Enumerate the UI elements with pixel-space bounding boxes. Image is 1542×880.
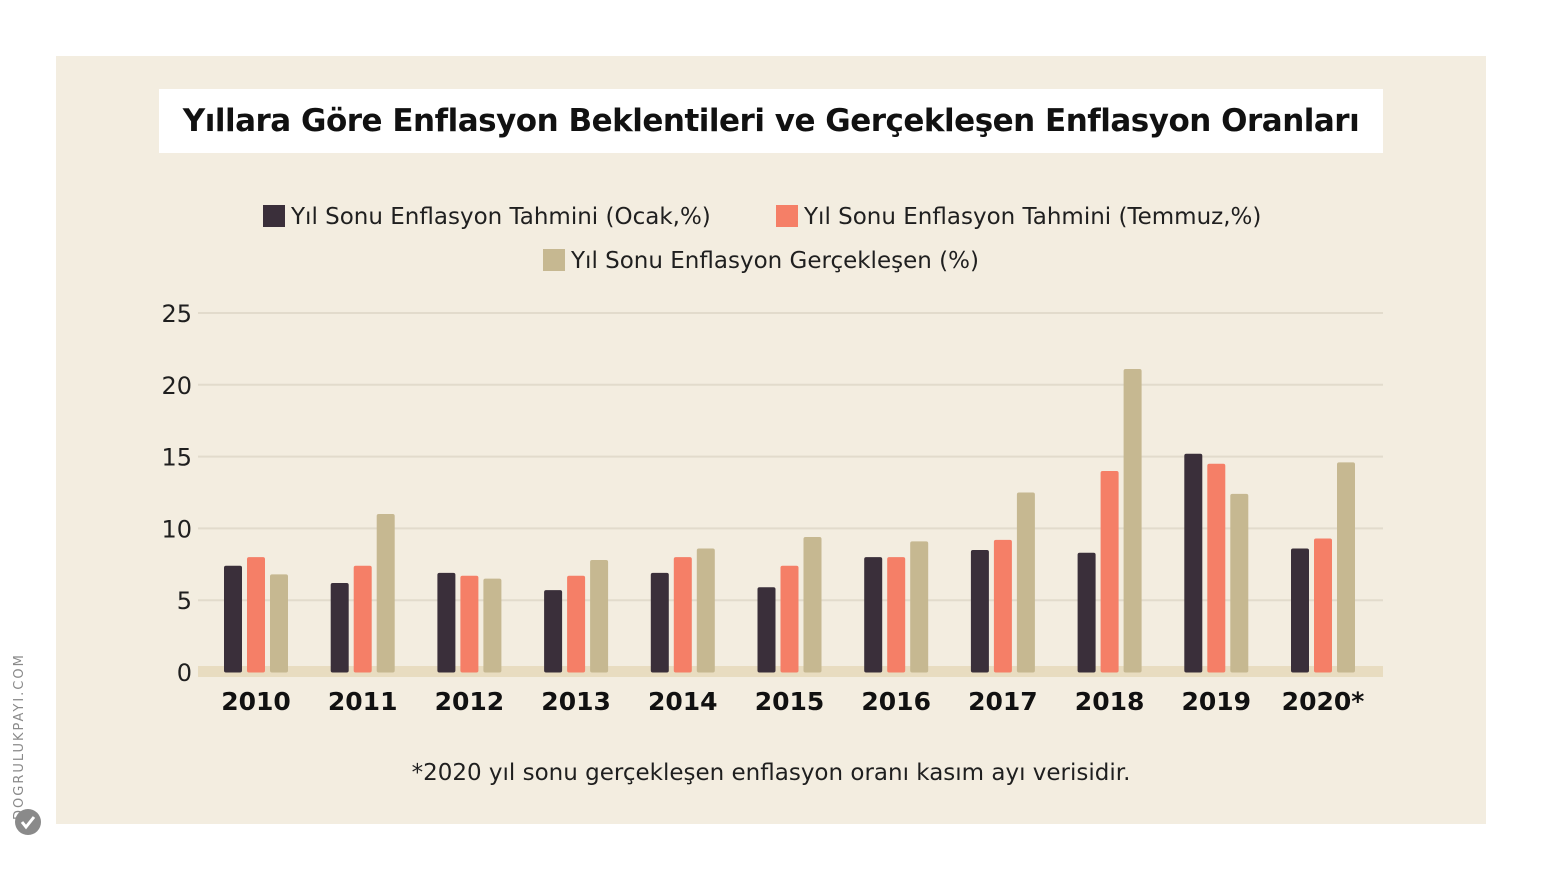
bar-2011-s2 <box>353 565 372 673</box>
legend-swatch <box>543 249 565 271</box>
legend: Yıl Sonu Enflasyon Tahmini (Ocak,%) Yıl S… <box>263 204 1261 274</box>
legend-label: Yıl Sonu Enflasyon Tahmini (Ocak,%) <box>290 204 711 230</box>
bar-2018-s3 <box>1123 369 1142 673</box>
bar-2020*-s3 <box>1337 462 1355 673</box>
bar-2015-s1 <box>757 587 776 673</box>
y-tick-label: 5 <box>177 587 192 615</box>
y-tick-label: 25 <box>161 300 192 328</box>
x-tick-label: 2015 <box>755 687 825 716</box>
bar-2015-s3 <box>803 537 822 673</box>
y-tick-label: 15 <box>161 444 192 472</box>
bar-2017-s2 <box>993 539 1012 673</box>
bar-2016-s1 <box>864 557 883 673</box>
x-tick-label: 2019 <box>1182 687 1252 716</box>
legend-label: Yıl Sonu Enflasyon Gerçekleşen (%) <box>570 248 979 274</box>
y-axis: 0 5 10 15 20 25 <box>161 300 192 687</box>
x-axis: 2010 2011 2012 2013 2014 2015 2016 2017 2018 2019… <box>221 687 1364 716</box>
bar-2017-s1 <box>970 549 989 673</box>
bar-2014-s3 <box>696 548 715 673</box>
x-tick-label: 2014 <box>648 687 718 716</box>
bar-2018-s1 <box>1077 552 1096 673</box>
bar-2013-s2 <box>567 575 586 673</box>
watermark: DOGRULUKPAYI.COM <box>12 653 27 820</box>
footnote: *2020 yıl sonu gerçekleşen enflasyon ora… <box>411 760 1131 786</box>
bars <box>224 369 1355 673</box>
title-box: Yıllara Göre Enflasyon Beklentileri ve G… <box>159 89 1383 153</box>
x-tick-label: 2018 <box>1075 687 1145 716</box>
bar-2010-s3 <box>270 574 288 673</box>
bar-2020*-s1 <box>1291 548 1309 673</box>
x-tick-label: 2011 <box>328 687 398 716</box>
y-tick-label: 10 <box>161 515 192 543</box>
x-tick-label: 2020* <box>1282 687 1365 716</box>
bar-2013-s3 <box>590 559 609 673</box>
chart-title: Yıllara Göre Enflasyon Beklentileri ve G… <box>182 103 1360 139</box>
bar-2013-s1 <box>544 590 563 673</box>
bar-2017-s3 <box>1016 492 1035 673</box>
legend-swatch <box>776 205 798 227</box>
legend-label: Yıl Sonu Enflasyon Tahmini (Temmuz,%) <box>803 204 1261 230</box>
bar-2012-s2 <box>460 575 479 673</box>
x-tick-label: 2013 <box>541 687 611 716</box>
x-tick-label: 2010 <box>221 687 291 716</box>
bar-2019-s3 <box>1230 493 1249 673</box>
bar-2020*-s2 <box>1314 538 1332 673</box>
legend-swatch <box>263 205 285 227</box>
bar-2014-s2 <box>673 557 692 673</box>
bar-2012-s1 <box>437 572 456 673</box>
bar-2018-s2 <box>1100 470 1119 673</box>
x-tick-label: 2017 <box>968 687 1038 716</box>
bar-2014-s1 <box>650 572 669 673</box>
bar-2019-s2 <box>1207 463 1226 673</box>
bar-2010-s1 <box>224 565 242 673</box>
bar-2010-s2 <box>247 557 265 673</box>
logo-icon <box>15 809 41 835</box>
bar-2011-s3 <box>376 514 395 673</box>
x-tick-label: 2012 <box>435 687 505 716</box>
bar-2016-s3 <box>910 541 929 673</box>
bar-2015-s2 <box>780 565 799 673</box>
bar-2019-s1 <box>1184 453 1203 673</box>
chart-panel <box>56 56 1486 824</box>
bar-2012-s3 <box>483 578 502 673</box>
bar-2011-s1 <box>330 582 349 673</box>
y-tick-label: 0 <box>177 659 192 687</box>
x-tick-label: 2016 <box>861 687 931 716</box>
bar-2016-s2 <box>887 557 906 673</box>
y-tick-label: 20 <box>161 372 192 400</box>
